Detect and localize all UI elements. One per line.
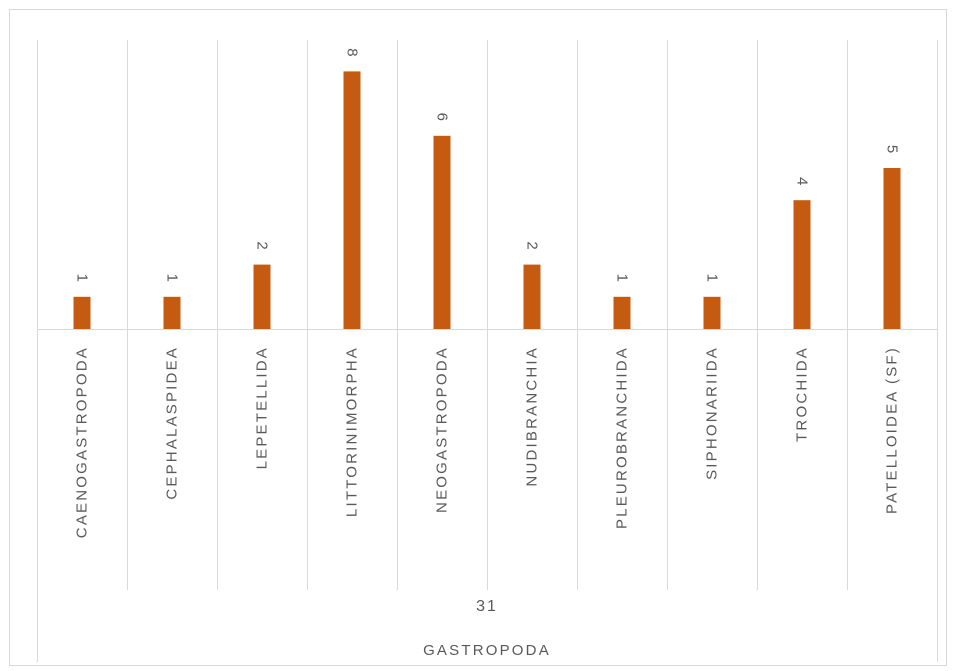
- bar: [883, 168, 901, 329]
- bar: [253, 264, 271, 329]
- category-label: NUDIBRANCHIA: [524, 346, 541, 487]
- bar: [793, 200, 811, 329]
- group-total-label: 31: [476, 598, 498, 615]
- category-label: NEOGASTROPODA: [434, 346, 451, 513]
- chart-border: [9, 9, 947, 666]
- data-label: 5: [884, 145, 901, 153]
- data-label: 2: [524, 241, 541, 249]
- bar: [163, 296, 181, 329]
- data-label: 1: [164, 274, 181, 282]
- category-label: PATELLOIDEA (SF): [884, 346, 901, 514]
- bar: [523, 264, 541, 329]
- category-label: CEPHALASPIDEA: [164, 346, 181, 500]
- bar: [613, 296, 631, 329]
- category-label: PLEUROBRANCHIDA: [614, 346, 631, 529]
- data-label: 6: [434, 113, 451, 121]
- data-label: 2: [254, 241, 271, 249]
- bar: [73, 296, 91, 329]
- category-separators: [37, 40, 938, 662]
- bar: [703, 296, 721, 329]
- category-labels: CAENOGASTROPODA CEPHALASPIDEA LEPETELLIDA L…: [74, 346, 901, 538]
- bar: [433, 135, 451, 329]
- category-label: LITTORINIMORPHA: [344, 346, 361, 517]
- data-label: 1: [614, 274, 631, 282]
- group-label: GASTROPODA: [423, 642, 551, 659]
- data-label: 1: [74, 274, 91, 282]
- data-label: 1: [704, 274, 721, 282]
- category-label: SIPHONARIIDA: [704, 346, 721, 480]
- data-labels: 1 1 2 8 6 2 1 1 4 5: [74, 48, 901, 282]
- bars: [73, 71, 901, 330]
- bar: [343, 71, 361, 330]
- category-label: CAENOGASTROPODA: [74, 346, 91, 538]
- category-label: TROCHIDA: [794, 346, 811, 442]
- data-label: 4: [794, 177, 811, 185]
- category-label: LEPETELLIDA: [254, 346, 271, 469]
- data-label: 8: [344, 48, 361, 56]
